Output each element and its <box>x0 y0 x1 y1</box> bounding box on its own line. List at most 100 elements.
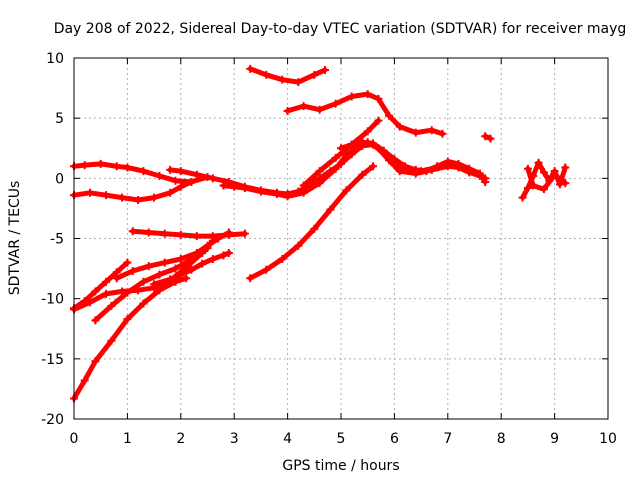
y-tick-label: -5 <box>50 232 64 248</box>
data-point <box>176 182 185 191</box>
y-tick-label: -10 <box>41 292 64 308</box>
series-trace-o <box>283 90 447 138</box>
series-trace-j <box>150 248 233 289</box>
data-point <box>379 146 388 155</box>
data-point <box>262 70 271 79</box>
data-point <box>123 163 132 172</box>
data-point <box>139 167 148 176</box>
series-trace-d <box>219 138 490 201</box>
data-point <box>118 193 127 202</box>
data-point <box>310 224 319 233</box>
data-point <box>144 262 153 271</box>
series-trace-s <box>481 132 495 143</box>
data-point <box>171 264 180 273</box>
data-point <box>481 132 490 141</box>
data-point <box>155 171 164 180</box>
data-point <box>374 94 383 103</box>
data-point <box>454 159 463 168</box>
data-point <box>246 274 255 283</box>
data-point <box>395 167 404 176</box>
data-point <box>390 155 399 164</box>
data-point <box>182 258 191 267</box>
data-point <box>219 181 228 190</box>
x-tick-label: 2 <box>176 431 185 447</box>
data-point <box>486 134 495 143</box>
data-point <box>80 161 89 170</box>
x-tick-label: 0 <box>70 431 79 447</box>
data-point <box>139 299 148 308</box>
data-point <box>331 99 340 108</box>
data-point <box>337 144 345 153</box>
data-point <box>139 277 148 286</box>
data-point <box>299 188 308 197</box>
data-point <box>187 265 196 274</box>
data-point <box>150 280 159 289</box>
data-point <box>128 227 137 236</box>
x-axis-ticks: 0 1 2 3 4 5 6 7 8 9 10 <box>70 58 617 447</box>
series-line <box>71 179 194 203</box>
data-point <box>123 258 132 267</box>
data-point <box>107 301 116 310</box>
data-series <box>70 64 570 403</box>
series-trace-i <box>112 228 233 283</box>
data-point <box>518 193 527 202</box>
data-point <box>102 289 111 298</box>
chart-title: Day 208 of 2022, Sidereal Day-to-day VTE… <box>54 21 627 37</box>
data-point <box>102 277 111 286</box>
data-point <box>144 228 153 237</box>
data-point <box>299 181 308 190</box>
data-point <box>272 189 281 198</box>
series-trace-p <box>337 138 490 186</box>
data-point <box>427 126 436 135</box>
data-point <box>166 188 175 197</box>
data-point <box>411 128 420 137</box>
series-trace-f <box>70 258 132 313</box>
data-point <box>422 167 431 176</box>
y-tick-label: -20 <box>41 412 64 428</box>
data-point <box>198 259 207 268</box>
data-point <box>385 111 394 120</box>
data-point <box>246 64 255 73</box>
data-point <box>80 376 89 385</box>
data-point <box>176 270 185 279</box>
y-axis-label: SDTVAR / TECUs <box>7 181 23 296</box>
data-point <box>347 92 356 101</box>
data-point <box>187 177 196 186</box>
data-point <box>315 167 324 176</box>
data-point <box>358 138 367 147</box>
data-point <box>347 140 356 149</box>
data-point <box>369 139 378 148</box>
data-point <box>481 177 490 186</box>
data-point <box>539 185 548 194</box>
x-tick-label: 7 <box>443 431 452 447</box>
data-point <box>299 102 308 111</box>
data-point <box>358 170 367 179</box>
data-point <box>203 241 212 250</box>
series-trace-l <box>246 162 378 283</box>
x-tick-label: 8 <box>497 431 506 447</box>
data-point <box>96 159 105 168</box>
data-point <box>208 174 217 183</box>
data-point <box>283 192 292 201</box>
data-point <box>112 162 121 171</box>
data-point <box>128 266 137 275</box>
data-point <box>150 193 159 202</box>
data-point <box>208 254 217 263</box>
data-point <box>240 229 249 238</box>
data-point <box>219 251 228 260</box>
data-point <box>523 164 532 173</box>
data-point <box>342 151 351 160</box>
y-tick-label: 10 <box>46 51 64 67</box>
data-point <box>331 153 340 162</box>
data-point <box>539 168 548 177</box>
data-point <box>529 181 538 190</box>
data-point <box>331 164 340 173</box>
data-point <box>320 66 329 75</box>
series-line <box>301 118 381 189</box>
data-point <box>123 315 132 324</box>
data-point <box>91 316 100 325</box>
data-point <box>475 169 484 178</box>
data-point <box>363 127 372 136</box>
data-point <box>326 205 335 214</box>
